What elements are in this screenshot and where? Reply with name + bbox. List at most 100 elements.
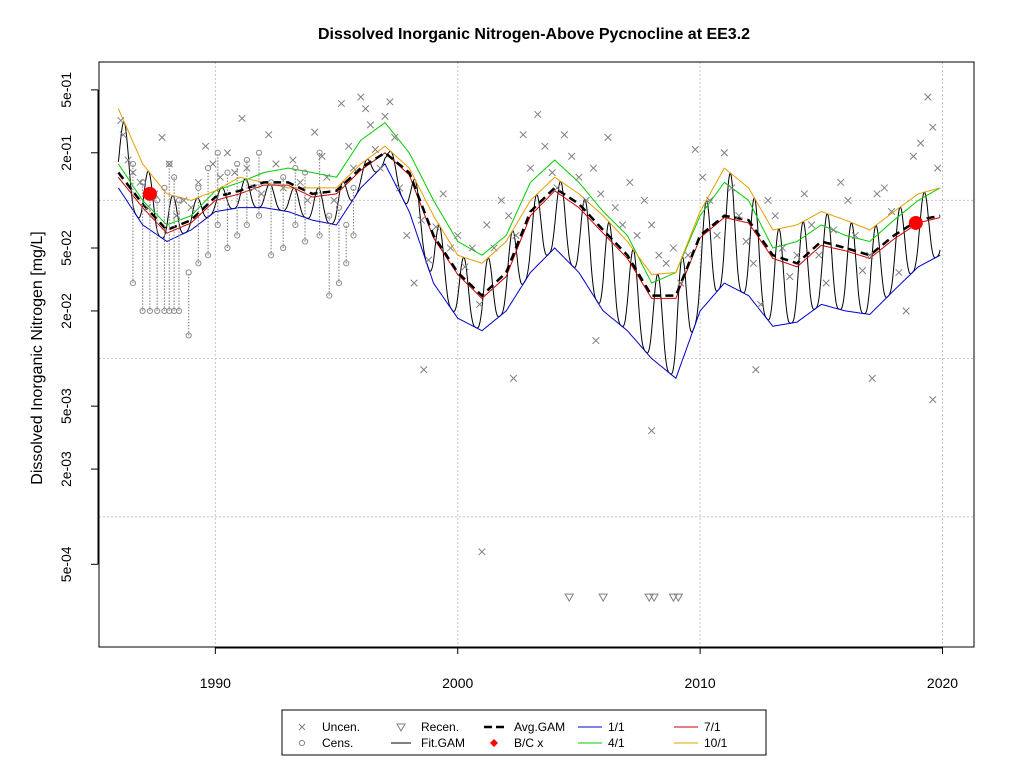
uncensored-point: [742, 237, 750, 246]
uncensored-point-stroke: [376, 164, 384, 172]
uncensored-point: [757, 300, 765, 309]
uncensored-point: [924, 93, 932, 101]
uncensored-point-stroke: [483, 221, 491, 229]
legend-label: B/C x: [514, 736, 543, 750]
legend: Uncen. Cens. Recen. Fit.GAM Avg.GAM B/C x 1/1 4…: [281, 709, 767, 756]
uncensored-point: [417, 216, 426, 224]
uncensored-point: [764, 196, 772, 205]
uncensored-point-stroke: [933, 164, 942, 172]
uncensored-point: [582, 196, 590, 205]
censored-point: [343, 260, 350, 267]
chart-title: Dissolved Inorganic Nitrogen-Above Pycno…: [318, 26, 750, 43]
uncensored-point: [509, 374, 518, 382]
uncensored-point-stroke: [706, 196, 714, 205]
uncensored-point: [129, 168, 137, 177]
uncensored-point-stroke: [289, 156, 297, 164]
uncensored-point: [371, 145, 379, 154]
uncensored-point-stroke: [201, 142, 210, 150]
uncensored-point: [454, 231, 462, 240]
plot-border: [98, 61, 975, 648]
uncensored-point-stroke: [381, 112, 389, 120]
recensored-point: [668, 593, 679, 603]
legend-label: 7/1: [704, 720, 721, 734]
uncensored-point-stroke: [553, 184, 561, 192]
censored-point: [166, 160, 173, 168]
uncensored-point: [119, 131, 127, 139]
uncensored-point: [172, 212, 181, 220]
uncensored-point-stroke: [395, 184, 404, 192]
recensored-point: [649, 593, 659, 603]
uncensored-point-stroke: [868, 374, 876, 382]
series-avg-gam: [117, 151, 941, 298]
uncensored-point: [626, 178, 634, 187]
uncensored-point-stroke: [357, 93, 365, 101]
uncensored-point-stroke: [279, 184, 287, 192]
censored-point: [243, 156, 250, 164]
censored-point: [185, 332, 192, 339]
uncensored-point-stroke: [420, 366, 428, 374]
series-4-1: [117, 122, 941, 284]
uncensored-point-stroke: [592, 336, 600, 345]
bc-point: [908, 215, 923, 230]
uncensored-point: [349, 164, 358, 172]
uncensored-point-stroke: [887, 207, 896, 216]
uncensored-point: [136, 178, 144, 187]
censored-point: [171, 174, 178, 181]
uncensored-point-stroke: [626, 178, 634, 187]
uncensored-point-stroke: [929, 395, 937, 404]
uncensored-point-stroke: [296, 178, 304, 187]
uncensored-point: [526, 164, 535, 172]
uncensored-point: [223, 149, 232, 157]
censored-point: [280, 244, 287, 252]
uncensored-point: [303, 196, 312, 205]
uncensored-point: [187, 203, 195, 212]
uncensored-point-stroke: [243, 164, 251, 172]
uncensored-point-stroke: [655, 251, 663, 259]
censored-point: [267, 252, 275, 259]
uncensored-point-stroke: [403, 231, 411, 240]
uncensored-point: [391, 133, 399, 142]
uncensored-point-stroke: [866, 251, 874, 259]
uncensored-point: [265, 131, 273, 139]
uncensored-point-stroke: [727, 184, 736, 192]
uncensored-point-stroke: [567, 152, 576, 160]
uncensored-point: [158, 133, 166, 142]
series-7-1: [118, 152, 941, 300]
uncensored-point: [512, 231, 520, 240]
recensored-point: [598, 593, 609, 603]
uncensored-point-stroke: [560, 131, 569, 139]
uncensored-point: [929, 123, 937, 131]
uncensored-point-stroke: [143, 203, 152, 212]
uncensored-point: [604, 133, 612, 142]
uncensored-point-stroke: [124, 156, 132, 164]
uncensored-point: [633, 231, 641, 240]
uncensored-point-stroke: [272, 160, 280, 168]
uncensored-point: [461, 263, 469, 271]
uncensored-point: [611, 203, 619, 212]
censored-point: [280, 174, 287, 181]
uncensored-point-stroke: [541, 142, 549, 150]
uncensored-point-stroke: [749, 259, 758, 267]
uncensored-point-stroke: [330, 196, 338, 205]
legend-swatch: [396, 723, 406, 733]
censored-point: [292, 165, 299, 172]
uncensored-point-stroke: [216, 173, 224, 181]
uncensored-point: [165, 160, 173, 168]
y-tick-label: 2e-02: [58, 293, 74, 329]
uncensored-point-stroke: [873, 190, 881, 198]
uncensored-point-stroke: [786, 272, 794, 281]
censored-point: [267, 179, 275, 186]
uncensored-point-stroke: [611, 203, 619, 212]
uncensored-point-stroke: [858, 266, 867, 275]
uncensored-point-stroke: [439, 190, 447, 198]
uncensored-point: [917, 139, 925, 147]
censored-point: [350, 184, 357, 191]
uncensored-point-stroke: [250, 184, 258, 192]
legend-label: 10/1: [704, 736, 728, 750]
uncensored-point: [534, 110, 542, 119]
uncensored-point: [851, 231, 859, 240]
uncensored-point-stroke: [165, 160, 173, 168]
uncensored-point: [647, 426, 656, 435]
uncensored-point-stroke: [807, 221, 816, 229]
